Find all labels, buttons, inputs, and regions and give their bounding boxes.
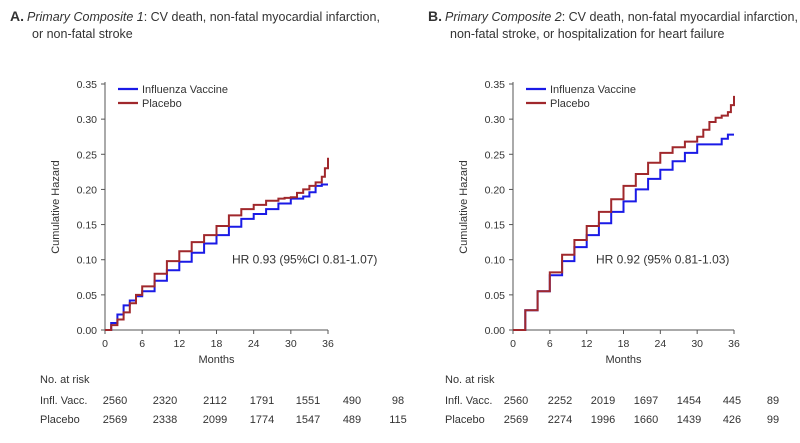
panel-a-series-placebo-line xyxy=(105,157,329,331)
panel-a-y-tick-label-4: 0.20 xyxy=(77,184,98,196)
panel-b-series-vaccine-line xyxy=(513,133,734,331)
panel-a-risk-value-1-6: 115 xyxy=(389,414,407,426)
panel-a-risk-value-0-5: 490 xyxy=(343,395,361,407)
panel-b-risk-row-label-0: Infl. Vacc. xyxy=(445,395,492,407)
panel-a-risk-value-0-1: 2320 xyxy=(153,395,177,407)
panel-a-y-tick-label-1: 0.05 xyxy=(77,290,98,302)
panel-a-risk-value-1-4: 1547 xyxy=(296,414,320,426)
panel-a-legend-label-1: Placebo xyxy=(142,98,182,110)
panel-b-title-line1: B. Primary Composite 2: CV death, non-fat… xyxy=(428,8,798,26)
panel-b-x-tick-label-2: 12 xyxy=(581,338,593,350)
panel-b-risk-value-0-3: 1697 xyxy=(634,395,658,407)
panel-a-risk-row-label-1: Placebo xyxy=(40,414,80,426)
panel-b-y-tick-label-6: 0.30 xyxy=(485,114,506,126)
panel-b-y-tick-label-3: 0.15 xyxy=(485,220,506,232)
panel-b-title-prefix: Primary Composite 2 xyxy=(445,10,562,24)
panel-b-legend-label-1: Placebo xyxy=(550,98,590,110)
panel-a-hr-annotation: HR 0.93 (95%CI 0.81-1.07) xyxy=(232,253,377,267)
panel-a-risk-value-0-2: 2112 xyxy=(203,395,227,407)
panel-b-y-tick-label-1: 0.05 xyxy=(485,290,506,302)
panel-a-y-tick-label-2: 0.10 xyxy=(77,255,98,267)
panel-b-x-axis-label: Months xyxy=(605,354,642,366)
panel-b-y-tick-label-5: 0.25 xyxy=(485,149,506,161)
panel-b-y-tick-label-7: 0.35 xyxy=(485,79,506,91)
panel-b-risk-value-0-0: 2560 xyxy=(504,395,528,407)
panel-b-risk-value-1-4: 1439 xyxy=(677,414,701,426)
panel-b-y-tick-label-4: 0.20 xyxy=(485,184,506,196)
panel-a-x-tick-label-4: 24 xyxy=(248,338,260,350)
panel-a-y-tick-label-0: 0.00 xyxy=(77,325,98,337)
panel-b-risk-value-0-6: 89 xyxy=(767,395,779,407)
panel-b-y-axis-label: Cumulative Hazard xyxy=(458,160,470,254)
panel-a-risk-value-1-3: 1774 xyxy=(250,414,274,426)
panel-a-x-tick-label-2: 12 xyxy=(173,338,185,350)
panel-b-series-placebo-line xyxy=(513,95,735,331)
panel-a-risk-header: No. at risk xyxy=(40,374,90,386)
panel-a-y-tick-label-6: 0.30 xyxy=(77,114,98,126)
panel-a-title: A. Primary Composite 1: CV death, non-fat… xyxy=(10,8,380,43)
panel-b-title: B. Primary Composite 2: CV death, non-fat… xyxy=(428,8,798,43)
panel-b-risk-value-0-4: 1454 xyxy=(677,395,701,407)
panel-a-x-tick-label-3: 18 xyxy=(211,338,223,350)
panel-b-x-tick-label-1: 6 xyxy=(547,338,553,350)
panel-b-title-line2: non-fatal stroke, or hospitalization for… xyxy=(450,27,725,41)
panel-b-risk-value-0-1: 2252 xyxy=(548,395,572,407)
panel-a-y-tick-label-5: 0.25 xyxy=(77,149,98,161)
panel-b-legend-label-0: Influenza Vaccine xyxy=(550,84,636,96)
panel-b-x-tick-label-5: 30 xyxy=(691,338,703,350)
panel-b-x-tick-label-6: 36 xyxy=(728,338,740,350)
panel-b-risk-value-1-0: 2569 xyxy=(504,414,528,426)
panel-a-x-tick-label-1: 6 xyxy=(139,338,145,350)
panel-b-risk-value-0-5: 445 xyxy=(723,395,741,407)
panel-a-risk-value-0-4: 1551 xyxy=(296,395,320,407)
panel-a-x-tick-label-0: 0 xyxy=(102,338,108,350)
panel-a-x-tick-label-5: 30 xyxy=(285,338,297,350)
panel-b-y-tick-label-2: 0.10 xyxy=(485,255,506,267)
panel-a-risk-value-0-3: 1791 xyxy=(250,395,274,407)
panel-b-risk-header: No. at risk xyxy=(445,374,495,386)
panel-b-risk-value-1-3: 1660 xyxy=(634,414,658,426)
panel-a-risk-value-1-2: 2099 xyxy=(203,414,227,426)
panel-a-letter: A. xyxy=(10,8,24,24)
panel-b-risk-value-0-2: 2019 xyxy=(591,395,615,407)
panel-a-legend-label-0: Influenza Vaccine xyxy=(142,84,228,96)
panel-b-risk-value-1-5: 426 xyxy=(723,414,741,426)
panel-b-hr-annotation: HR 0.92 (95% 0.81-1.03) xyxy=(596,253,729,267)
panel-b-y-tick-label-0: 0.00 xyxy=(485,325,506,337)
panel-a-y-axis-label: Cumulative Hazard xyxy=(50,160,62,254)
panel-a-x-axis-label: Months xyxy=(198,354,235,366)
panel-a-risk-value-0-0: 2560 xyxy=(103,395,127,407)
panel-a-x-tick-label-6: 36 xyxy=(322,338,334,350)
panel-a-series-vaccine-line xyxy=(105,183,328,331)
panel-a-risk-value-1-0: 2569 xyxy=(103,414,127,426)
panel-b-x-tick-label-4: 24 xyxy=(654,338,666,350)
panel-a-y-tick-label-3: 0.15 xyxy=(77,220,98,232)
panel-a-risk-row-label-0: Infl. Vacc. xyxy=(40,395,87,407)
panel-b-risk-value-1-2: 1996 xyxy=(591,414,615,426)
panel-a-risk-value-0-6: 98 xyxy=(392,395,404,407)
panel-a-title-line2: or non-fatal stroke xyxy=(32,27,133,41)
panel-a-y-tick-label-7: 0.35 xyxy=(77,79,98,91)
panel-b-x-tick-label-3: 18 xyxy=(618,338,630,350)
panel-a-title-prefix: Primary Composite 1 xyxy=(27,10,144,24)
panel-b-title-rest: : CV death, non-fatal myocardial infarct… xyxy=(561,10,798,24)
panel-a-title-rest: : CV death, non-fatal myocardial infarct… xyxy=(143,10,380,24)
panel-b-letter: B. xyxy=(428,8,442,24)
panel-b-risk-row-label-1: Placebo xyxy=(445,414,485,426)
panel-b-x-tick-label-0: 0 xyxy=(510,338,516,350)
panel-a-risk-value-1-1: 2338 xyxy=(153,414,177,426)
panel-b-risk-value-1-1: 2274 xyxy=(548,414,572,426)
panel-a-risk-value-1-5: 489 xyxy=(343,414,361,426)
panel-a-title-line1: A. Primary Composite 1: CV death, non-fat… xyxy=(10,8,380,26)
panel-b-risk-value-1-6: 99 xyxy=(767,414,779,426)
